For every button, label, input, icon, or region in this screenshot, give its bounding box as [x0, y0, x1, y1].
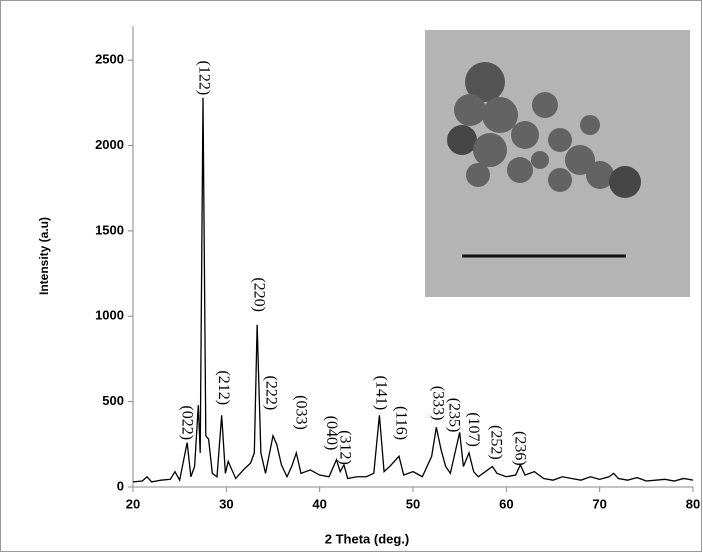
- y-tick-label: 0: [117, 478, 124, 493]
- peak-label: (122): [195, 60, 212, 95]
- y-tick-label: 2000: [95, 137, 124, 152]
- line: [132, 97, 694, 483]
- peak-label: (236): [512, 431, 529, 466]
- peak-label: (022): [179, 405, 196, 440]
- y-tick-label: 1000: [95, 308, 124, 323]
- x-tick-label: 70: [592, 496, 606, 511]
- x-tick-label: 60: [499, 496, 513, 511]
- peak-label: (212): [215, 370, 232, 405]
- peak-label: (222): [263, 376, 280, 411]
- peak-label: (107): [465, 412, 482, 447]
- y-tick-label: 500: [102, 393, 124, 408]
- peak-label: (235): [445, 398, 462, 433]
- peak-label: (333): [430, 386, 447, 421]
- peak-label: (033): [292, 395, 309, 430]
- x-axis-label: 2 Theta (deg.): [325, 531, 410, 546]
- x-tick-label: 40: [312, 496, 326, 511]
- x-tick-label: 50: [406, 496, 420, 511]
- peak-label: (141): [373, 376, 390, 411]
- particles: [447, 62, 641, 198]
- y-tick-label: 2500: [95, 52, 124, 67]
- peak-label: (312): [336, 430, 353, 465]
- y-tick-label: 1500: [95, 222, 124, 237]
- peak-label: (040): [323, 416, 340, 451]
- peak-label: (220): [250, 277, 267, 312]
- x-tick-label: 20: [126, 496, 140, 511]
- x-tick-label: 80: [686, 496, 700, 511]
- y-axis-label: Intensity (a.u): [37, 217, 51, 295]
- peak-label: (252): [487, 425, 504, 460]
- inset: [425, 30, 690, 297]
- peak-label: (116): [392, 406, 409, 440]
- x-tick-label: 30: [219, 496, 233, 511]
